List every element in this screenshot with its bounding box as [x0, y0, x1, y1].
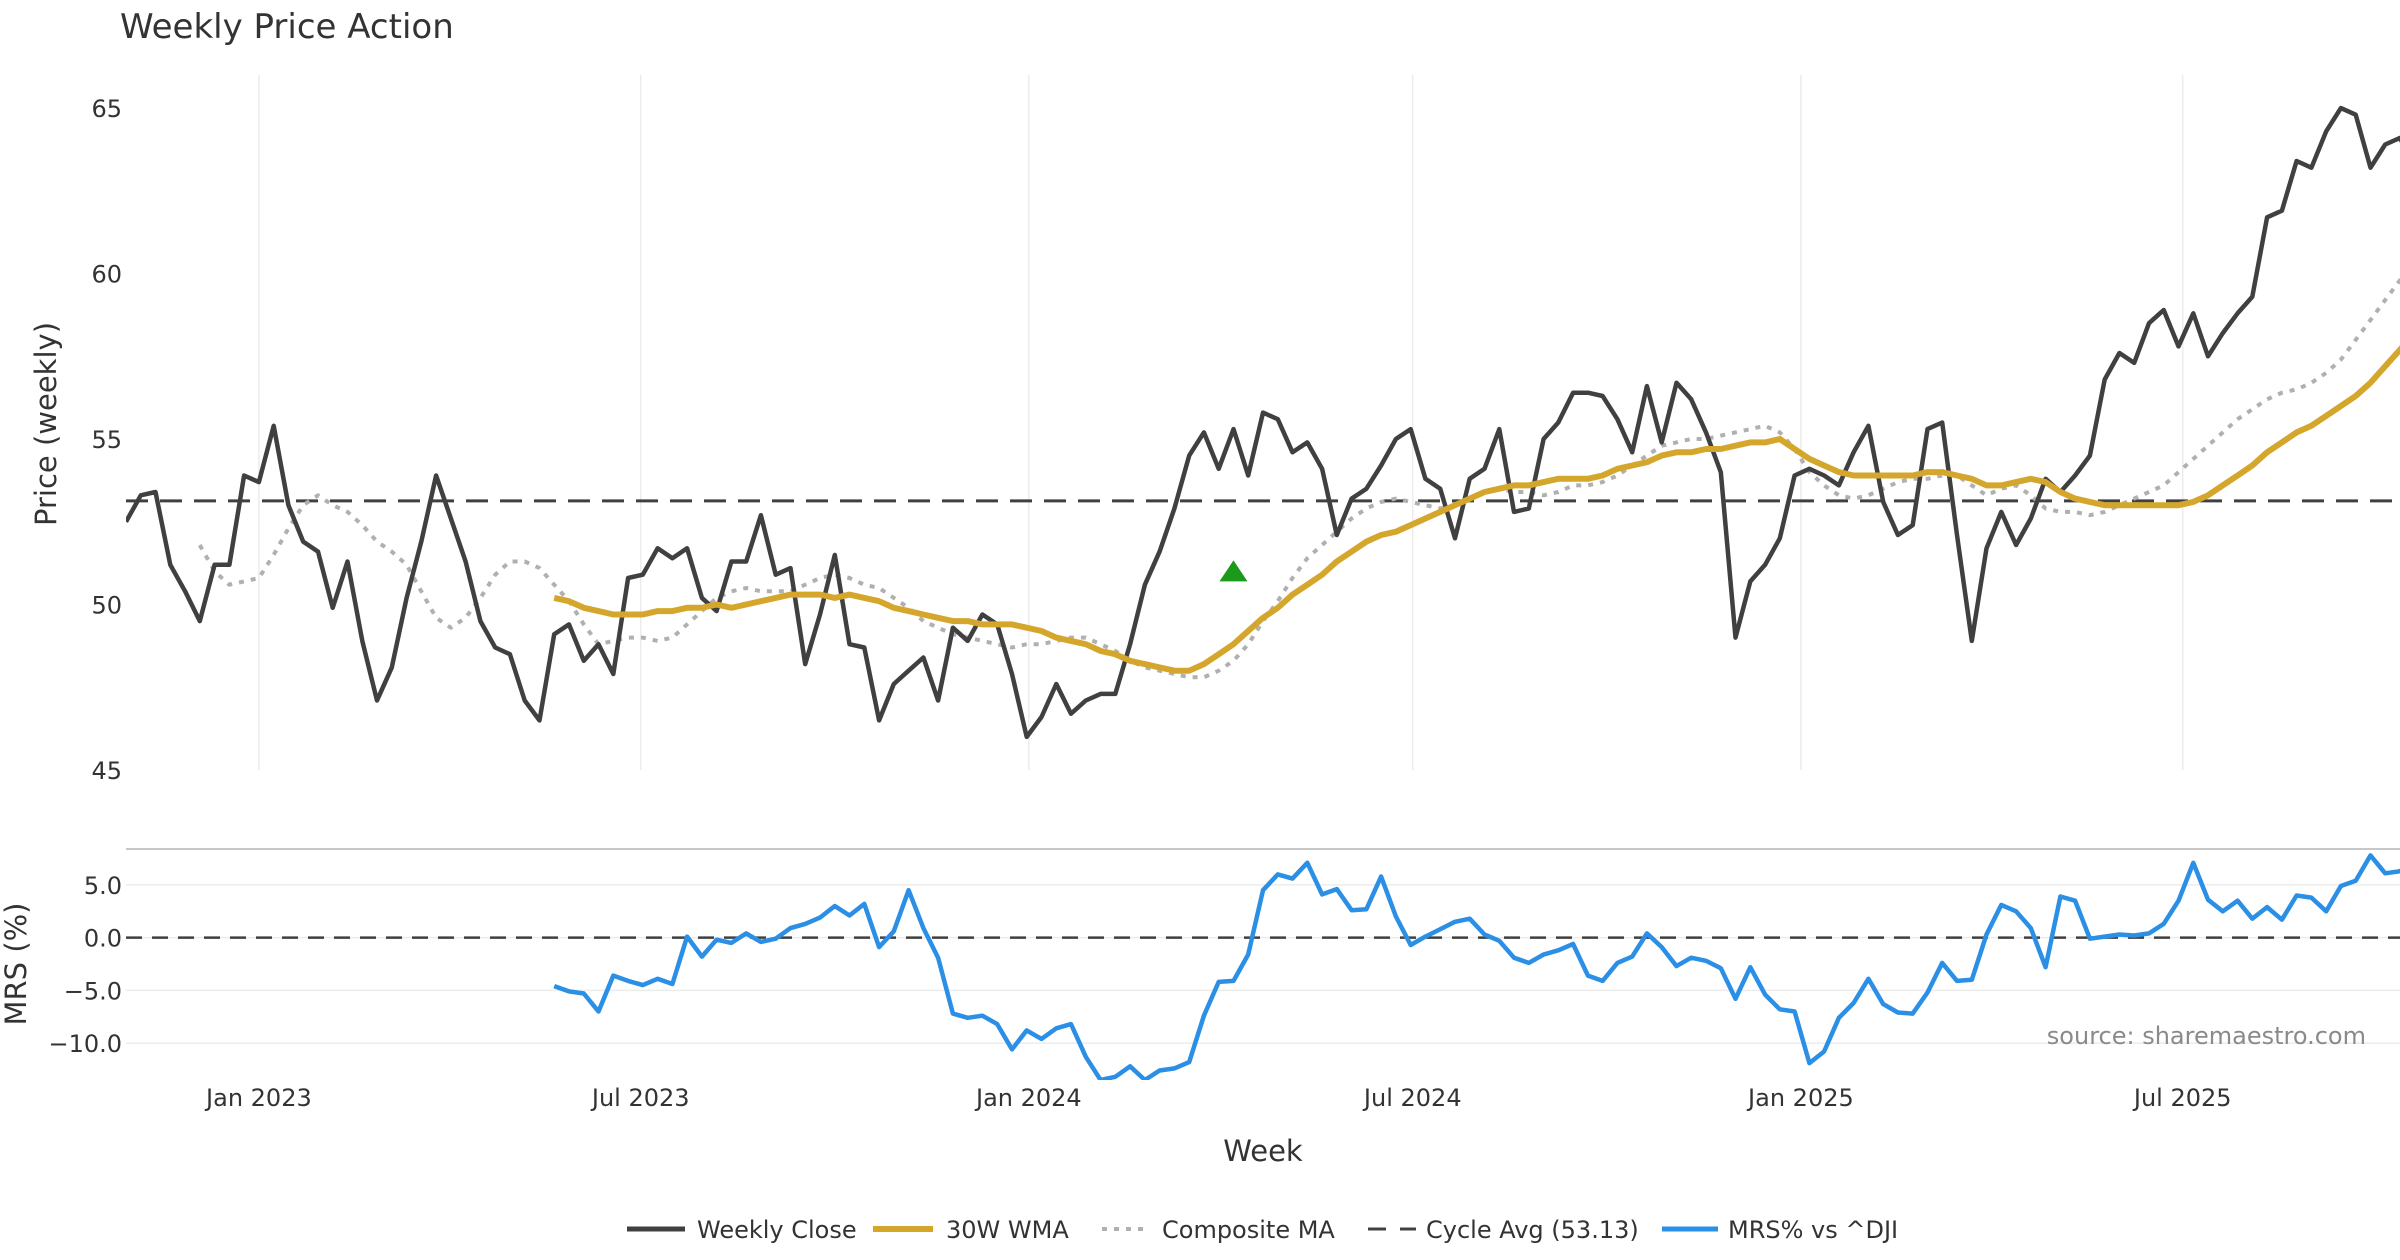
composite-ma-line: [198, 276, 2400, 680]
mrs-y-tick-label: −10.0: [48, 1030, 122, 1058]
buy-signal-marker: [1219, 560, 1248, 582]
legend-composite: Composite MA: [1162, 1216, 1335, 1244]
weekly-close-line: [126, 105, 2400, 740]
x-tick-label: Jan 2024: [974, 1084, 1082, 1112]
mrs-line: [553, 853, 2400, 1080]
legend-wma: 30W WMA: [946, 1216, 1069, 1244]
x-tick-label: Jan 2023: [204, 1084, 312, 1112]
legend: Weekly Close 30W WMA Composite MA Cycle …: [627, 1216, 1898, 1244]
x-tick-labels: Jan 2023 Jul 2023 Jan 2024 Jul 2024 Jan 2025…: [204, 1084, 2232, 1112]
price-y-tick-label: 45: [91, 757, 122, 785]
price-y-tick-label: 60: [91, 261, 122, 289]
price-y-tick-label: 50: [91, 592, 122, 620]
legend-mrs: MRS% vs ^DJI: [1728, 1216, 1898, 1244]
legend-cycle: Cycle Avg (53.13): [1426, 1216, 1639, 1244]
source-note: source: sharemaestro.com: [2047, 1022, 2366, 1050]
price-y-tick-label: 55: [91, 426, 122, 454]
price-x-gridlines: [258, 75, 2184, 770]
price-y-axis-label: Price (weekly): [29, 322, 63, 526]
x-tick-label: Jul 2024: [1362, 1084, 1462, 1112]
mrs-y-tick-label: −5.0: [64, 977, 122, 1005]
mrs-y-axis-label: MRS (%): [0, 903, 33, 1026]
legend-weekly-close: Weekly Close: [697, 1216, 857, 1244]
price-y-tick-labels: 45 50 55 60 65: [91, 95, 122, 785]
chart-title: Weekly Price Action: [120, 7, 454, 47]
wma-30w-line: [553, 345, 2400, 674]
mrs-y-tick-label: 0.0: [84, 925, 122, 953]
x-tick-label: Jul 2023: [590, 1084, 690, 1112]
x-tick-label: Jan 2025: [1746, 1084, 1854, 1112]
mrs-y-tick-label: 5.0: [84, 872, 122, 900]
price-y-tick-label: 65: [91, 95, 122, 123]
x-axis-label: Week: [1223, 1134, 1303, 1168]
mrs-y-tick-labels: 5.0 0.0 −5.0 −10.0: [48, 872, 122, 1058]
x-tick-label: Jul 2025: [2132, 1084, 2232, 1112]
